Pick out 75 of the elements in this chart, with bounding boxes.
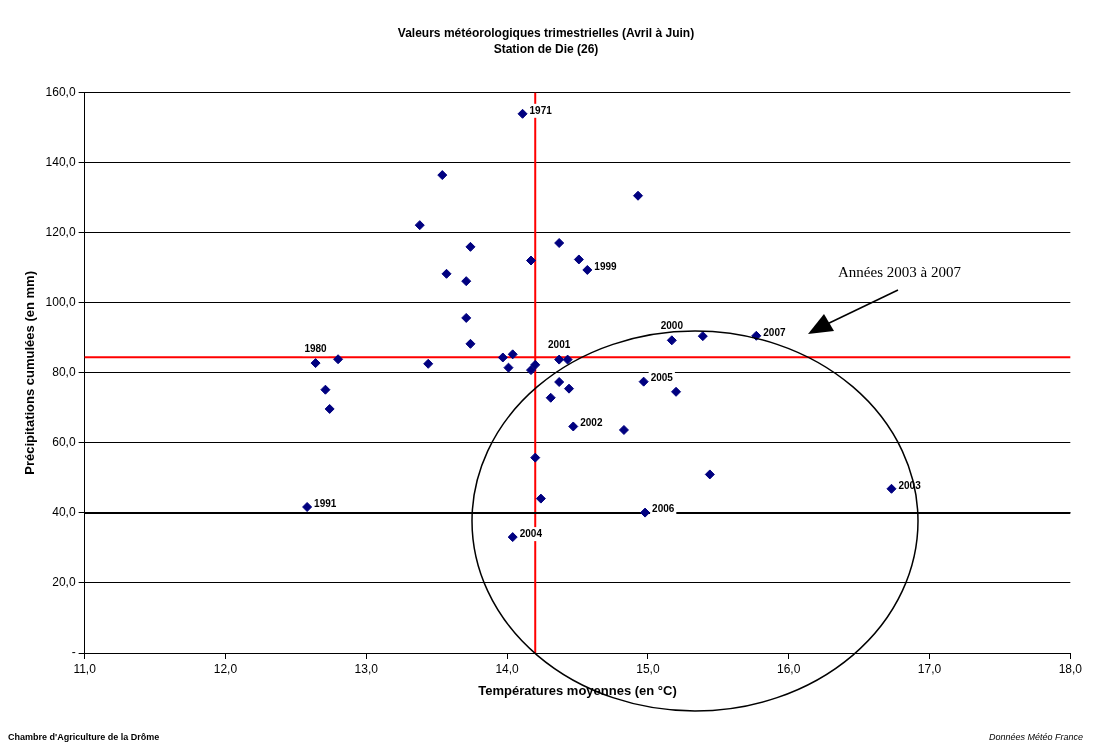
- point: [554, 238, 565, 248]
- point: [562, 354, 573, 365]
- point: [545, 392, 556, 403]
- x-tick-label: 15,0: [636, 661, 660, 676]
- point: [465, 338, 476, 349]
- point: [324, 403, 335, 414]
- y-tick-label: 120,0: [45, 225, 76, 240]
- point: [886, 483, 897, 494]
- point: [697, 331, 708, 342]
- point: [310, 358, 321, 369]
- x-tick-label: 11,0: [73, 661, 97, 676]
- x-tick-label: 13,0: [354, 661, 379, 676]
- point: [640, 507, 651, 518]
- point: [638, 376, 649, 387]
- y-tick-label: 140,0: [45, 155, 76, 170]
- annotation: Années 2003 à 2007: [838, 264, 961, 281]
- point: [465, 241, 476, 252]
- chart-subtitle: Station de Die (26): [493, 41, 599, 56]
- point: [517, 108, 528, 119]
- annotation: 2005: [650, 372, 674, 384]
- point: [423, 358, 434, 369]
- point: [441, 268, 452, 279]
- point: [554, 377, 565, 387]
- annotation: 2001: [548, 339, 571, 351]
- point: [503, 362, 514, 373]
- y-tick-label: 100,0: [45, 295, 76, 310]
- point: [507, 349, 518, 360]
- annotation: 2002: [580, 417, 603, 429]
- point: [554, 354, 565, 365]
- y-tick-label: 40,0: [52, 505, 76, 520]
- point: [633, 190, 644, 201]
- annotation: 1999: [594, 260, 618, 272]
- point: [666, 335, 677, 346]
- x-tick-label: 14,0: [495, 661, 520, 676]
- point: [530, 452, 541, 463]
- annotation: 2006: [652, 503, 675, 515]
- annotation: 2000: [660, 320, 684, 332]
- point: [497, 352, 508, 363]
- point: [671, 386, 682, 397]
- point: [573, 254, 584, 265]
- x-tick-label: 18,0: [1058, 661, 1083, 676]
- point: [320, 384, 331, 395]
- point: [530, 359, 541, 370]
- point: [461, 276, 472, 287]
- text: Données Météo France: [988, 732, 1083, 742]
- chart-title: Valeurs météorologiques trimestrielles (Avril à Juin): [397, 25, 695, 40]
- y-tick-label: 160,0: [45, 85, 76, 100]
- point: [568, 421, 579, 432]
- y-tick-label: 60,0: [52, 435, 76, 450]
- point: [564, 383, 575, 394]
- point: [414, 220, 425, 231]
- point: [618, 424, 629, 435]
- point: [704, 469, 715, 480]
- annotation: 1971: [529, 104, 553, 116]
- annotation: 1991: [314, 497, 337, 509]
- x-tick-label: 12,0: [213, 661, 238, 676]
- point: [507, 532, 518, 543]
- y-tick-label: 20,0: [52, 575, 76, 590]
- point: [526, 365, 537, 376]
- x-tick-label: 16,0: [777, 661, 801, 676]
- annotation: 2007: [763, 326, 786, 338]
- point: [582, 264, 593, 275]
- point: [526, 255, 537, 266]
- text: Chambre d'Agriculture de la Drôme: [8, 732, 160, 742]
- point: [461, 312, 472, 323]
- x-tick-label: 17,0: [917, 661, 942, 676]
- point: [302, 502, 313, 512]
- y-tick-label: -: [71, 645, 76, 660]
- y-tick-label: 80,0: [52, 365, 76, 380]
- point: [535, 493, 546, 504]
- annotation: 2004: [519, 527, 543, 539]
- point: [437, 170, 448, 181]
- annotation: 1980: [304, 342, 328, 354]
- point: [333, 354, 344, 365]
- y-axis-title: Précipitations cumulées (en mm): [22, 271, 38, 475]
